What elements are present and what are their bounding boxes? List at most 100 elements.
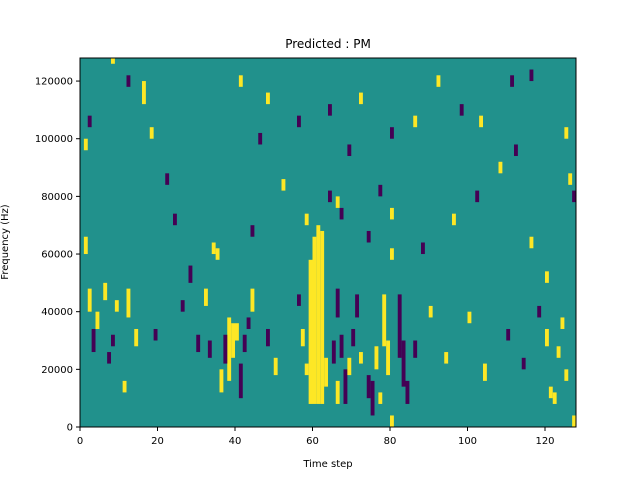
heatmap-cell [475,190,480,203]
heatmap-cell [339,334,344,358]
heatmap-cell [374,346,379,370]
heatmap-cell [83,236,88,255]
heatmap-cell [219,369,224,393]
heatmap-cell [428,305,433,318]
heatmap-cell [165,173,170,185]
heatmap-cell [103,282,108,301]
heatmap-cell [335,288,340,318]
heatmap-cell [107,352,112,364]
heatmap-cell [328,190,332,203]
heatmap-cell [320,230,325,404]
heatmap-cell [560,317,565,329]
heatmap-cell [281,179,286,191]
heatmap-cell [122,380,127,393]
y-tick-label: 0 [67,423,73,434]
heatmap-cell [173,213,177,226]
heatmap-cell [246,317,251,329]
chart-title: Predicted : PM [285,37,371,51]
heatmap-cell [339,207,344,220]
heatmap-cell [196,334,201,353]
heatmap-cell [521,357,526,370]
heatmap-cell [382,294,387,347]
x-tick-label: 40 [229,436,242,447]
y-tick-label: 100000 [35,134,73,145]
heatmap-cell [556,346,561,358]
heatmap-cell [378,392,383,404]
heatmap-cell [266,92,270,105]
heatmap-cell [126,288,131,318]
plot-frame [79,57,577,428]
plot-area [80,58,577,427]
x-axis: 0 20 40 60 80 100 120 [77,427,555,447]
heatmap-cell [572,190,577,203]
x-tick-label: 100 [458,436,477,447]
heatmap-cell [498,161,503,174]
heatmap-cell [483,363,487,381]
x-tick-label: 20 [151,436,164,447]
heatmap-cell [529,236,534,249]
heatmap-cell [351,328,356,347]
heatmap-cell [545,328,549,347]
heatmap-cell [316,225,321,404]
heatmap-cell [510,75,515,87]
heatmap-cell [227,317,232,381]
heatmap-cell [529,69,534,82]
heatmap-cell [347,144,352,157]
heatmap-cell [204,288,208,306]
heatmap-cell [390,248,394,260]
heatmap-cell [235,323,239,341]
heatmap-cell [324,357,329,387]
heatmap-cell [370,380,375,416]
heatmap-cell [83,138,88,151]
heatmap-cell [397,294,402,358]
heatmap-cell [347,357,352,376]
heatmap-cell [421,242,425,255]
heatmap-cell [238,363,243,399]
heatmap-cell [273,357,278,376]
heatmap-cell [436,75,441,87]
y-tick-label: 60000 [41,250,73,261]
heatmap-cell [378,184,383,197]
heatmap-cell [386,340,391,376]
heatmap-cell [479,115,484,128]
heatmap-cell [548,386,553,399]
heatmap-cell [188,265,193,283]
heatmap-cell [335,380,340,404]
y-tick-label: 20000 [41,365,73,376]
heatmap-cell [95,311,100,329]
heatmap-cell [545,271,549,283]
heatmap-cell [390,127,394,139]
y-axis-label: Frequency (Hz) [0,204,11,280]
heatmap-cell [180,300,185,312]
heatmap-cell [304,213,309,226]
heatmap-cell [328,104,332,116]
x-axis-label: Time step [302,459,352,470]
heatmap-cell [401,340,406,387]
heatmap-cell [413,115,418,128]
heatmap-cell [405,380,410,404]
heatmap-cell [506,328,511,341]
heatmap-cell [331,340,336,364]
x-tick-label: 60 [306,436,319,447]
heatmap-cell [413,340,418,358]
heatmap-cell [366,230,371,243]
heatmap-cell [114,300,119,312]
heatmap-cell [308,259,313,404]
heatmap-cell [572,415,577,427]
heatmap-cell [343,369,348,404]
heatmap-cell [304,363,309,376]
heatmap-cell [459,104,464,116]
heatmap-cell [390,415,394,427]
heatmap-cell [231,323,236,358]
heatmap-cell [359,92,363,105]
heatmap-cell [300,328,305,347]
x-tick-label: 0 [77,436,83,447]
heatmap-cell [564,369,569,381]
heatmap-cell [111,334,115,347]
heatmap-cell [467,311,472,324]
heatmap-cell [149,127,154,139]
heatmap-cell [111,58,115,64]
heatmap-cell [537,305,542,318]
heatmap-cell [250,288,255,312]
heatmap-cell [258,132,263,145]
